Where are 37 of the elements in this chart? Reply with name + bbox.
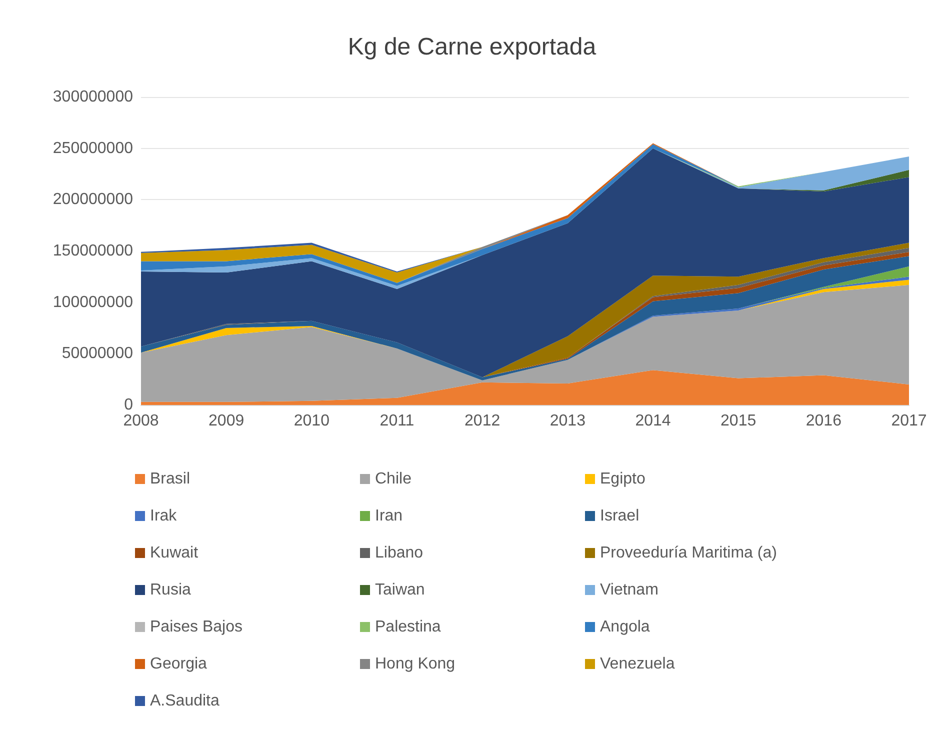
x-tick-label: 2008 [123,412,159,430]
legend-label: Paises Bajos [150,618,242,636]
legend-label: Angola [600,618,650,636]
x-tick-label: 2011 [380,412,414,430]
y-tick-label: 50000000 [62,345,134,362]
x-tick-label: 2017 [891,412,927,430]
y-tick-label: 0 [124,396,134,414]
x-tick-label: 2012 [464,412,500,430]
legend-label: A.Saudita [150,692,220,710]
legend-label: Egipto [600,470,646,488]
legend-label: Rusia [150,582,192,598]
legend-label: Kuwait [150,544,199,562]
legend-label: Chile [375,470,412,488]
legend-label: Brasil [150,470,190,488]
legend-label: Proveeduría Maritima (a) [600,544,777,562]
legend-label: Iran [375,508,403,524]
x-tick-label: 2014 [635,412,671,430]
legend-label: Hong Kong [375,656,456,672]
y-tick-label: 300000000 [52,88,134,106]
legend-label: Irak [150,508,178,524]
y-tick-label: 200000000 [52,191,134,208]
legend-label: Venezuela [600,656,675,672]
legend-label: Libano [375,544,424,562]
x-tick-label: 2009 [208,412,244,430]
legend-label: Georgia [150,656,208,672]
legend-label: Israel [600,508,640,524]
legend-label: Taiwan [375,582,425,598]
y-tick-label: 250000000 [52,140,134,157]
x-tick-label: 2013 [550,412,586,430]
legend-label: Palestina [375,618,441,636]
y-tick-label: 100000000 [52,294,134,311]
legend-label: Vietnam [600,582,658,598]
chart-title: Kg de Carne exportada [348,34,597,60]
x-tick-label: 2016 [806,412,842,430]
y-tick-label: 150000000 [52,242,134,260]
x-tick-label: 2015 [720,412,756,430]
x-tick-label: 2010 [294,412,330,430]
